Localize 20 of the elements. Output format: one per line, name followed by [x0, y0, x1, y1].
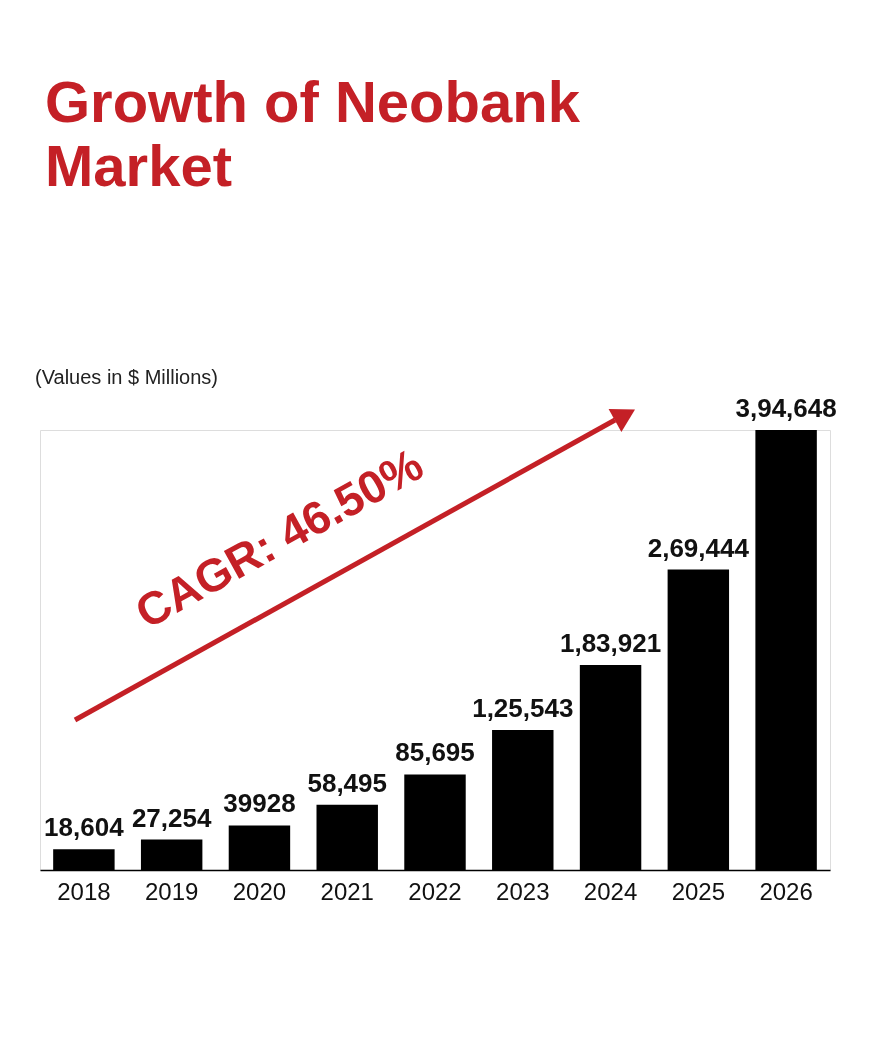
x-tick-label: 2024	[583, 877, 638, 905]
data-label: 1,25,543	[472, 693, 574, 724]
x-tick-label: 2020	[232, 877, 287, 905]
x-tick-label: 2018	[57, 877, 111, 905]
chart-title: Growth of Neobank Market	[45, 69, 581, 198]
data-label: 39928	[223, 788, 296, 819]
x-tick-label: 2025	[671, 877, 726, 905]
chart-subtitle: (Values in $ Millions)	[35, 366, 219, 388]
data-label: 85,695	[395, 737, 475, 768]
x-tick-label: 2022	[408, 877, 462, 905]
data-label: 3,94,648	[735, 393, 837, 423]
x-tick-label: 2023	[496, 877, 550, 905]
data-label: 18,604	[44, 812, 125, 843]
data-label: 2,69,444	[647, 532, 750, 563]
data-label: 58,495	[307, 767, 387, 798]
x-tick-label: 2026	[759, 877, 813, 905]
x-tick-label: 2021	[320, 877, 374, 905]
data-label: 1,83,921	[559, 627, 662, 658]
x-tick-label: 2019	[144, 877, 199, 905]
data-label: 27,254	[131, 802, 212, 833]
